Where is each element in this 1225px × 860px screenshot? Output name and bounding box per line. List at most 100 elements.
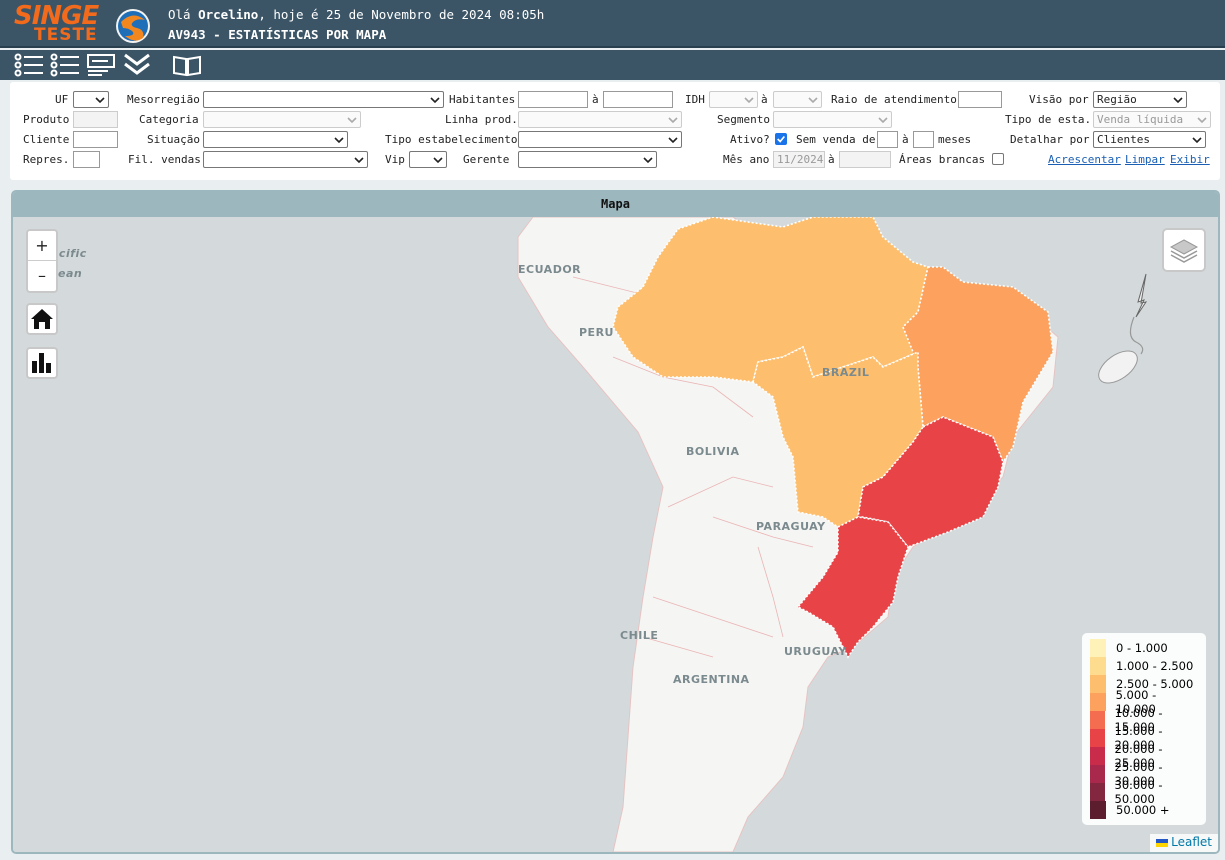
produto-label: Produto (23, 113, 70, 126)
situacao-label: Situação (147, 133, 200, 146)
checklist-icon[interactable] (50, 53, 80, 77)
zoom-out-button[interactable]: – (38, 266, 46, 285)
paraguay-label: PARAGUAY (756, 520, 826, 533)
legend-label: 15.000 - 20.000 (1114, 724, 1163, 752)
home-button[interactable] (26, 303, 58, 335)
greeting-text: Olá Orcelino, hoje é 25 de Novembro de 2… (168, 7, 544, 22)
ativo-checkbox[interactable] (775, 133, 787, 145)
areas-brancas-checkbox[interactable] (992, 153, 1004, 165)
zoom-in-button[interactable]: + (28, 231, 56, 261)
legend-label: 20.000 - 25.000 (1114, 742, 1163, 770)
mesorregiao-label: Mesorregião (127, 93, 200, 106)
produto-input[interactable] (73, 111, 118, 128)
areas-brancas-label: Áreas brancas (899, 153, 986, 166)
idh-from-select[interactable] (709, 91, 758, 108)
legend-label: 2.500 - 5.000 (1116, 677, 1194, 691)
chevron-down-icon (744, 97, 754, 104)
categoria-label: Categoria (139, 113, 199, 126)
exibir-link[interactable]: Exibir (1170, 153, 1210, 166)
habitantes-range-sep: à (592, 93, 599, 106)
mes-ano-from-input[interactable]: 11/2024 (773, 151, 825, 168)
detalhar-select[interactable]: Clientes (1093, 131, 1206, 148)
ocean-label-1: acific (51, 247, 87, 260)
cliente-input[interactable] (73, 131, 118, 148)
chile-label: CHILE (620, 629, 658, 642)
chevron-down-icon (808, 97, 818, 104)
sem-venda-range-sep: à (902, 133, 909, 146)
mes-ano-range-sep: à (828, 153, 835, 166)
user-name: Orcelino (198, 7, 259, 22)
legend-swatch (1090, 729, 1105, 747)
repres-input[interactable] (73, 151, 100, 168)
legend-row: 30.000 - 50.000 (1090, 778, 1198, 806)
visao-select[interactable]: Região (1093, 91, 1187, 108)
legend-row: 15.000 - 20.000 (1090, 724, 1198, 752)
brazil-label: BRAZIL (822, 366, 869, 379)
legend-row: 2.500 - 5.000 (1090, 675, 1198, 693)
list-icon[interactable] (14, 53, 44, 77)
meses-label: meses (938, 133, 972, 146)
tipo-esta-select[interactable]: Venda líquida (1093, 111, 1211, 128)
categoria-select[interactable] (203, 111, 361, 128)
chevron-down-icon (668, 137, 678, 144)
peru-label: PERU (579, 326, 614, 339)
legend-swatch (1090, 693, 1106, 711)
mouse-hint-illustration (1098, 273, 1148, 384)
chart-button[interactable] (26, 347, 58, 379)
habitantes-label: Habitantes (449, 93, 516, 106)
fil-vendas-label: Fil. vendas (128, 153, 201, 166)
legend-swatch (1090, 711, 1105, 729)
region-sul[interactable] (796, 516, 909, 659)
fil-vendas-select[interactable] (203, 151, 368, 168)
detalhar-value: Clientes (1097, 133, 1150, 146)
app-header: SINGE TESTE Olá Orcelino, hoje é 25 de N… (0, 0, 1225, 48)
chevron-down-icon (878, 117, 888, 124)
linha-prod-select[interactable] (518, 111, 682, 128)
idh-to-select[interactable] (773, 91, 822, 108)
argentina-label: ARGENTINA (673, 673, 750, 686)
tipo-estabelecimento-select[interactable] (518, 131, 682, 148)
leaflet-attribution[interactable]: Leaflet (1150, 834, 1218, 852)
raio-label: Raio de atendimento (831, 93, 957, 106)
sem-venda-to-input[interactable] (913, 131, 934, 148)
ukraine-flag-icon (1156, 838, 1169, 847)
legend-swatch (1090, 801, 1106, 819)
legend-row: 50.000 + (1090, 801, 1198, 819)
acrescentar-link[interactable]: Acrescentar (1048, 153, 1121, 166)
tipo-esta-label: Tipo de esta. (1005, 113, 1092, 126)
double-chevron-down-icon[interactable] (122, 53, 152, 77)
visao-value: Região (1097, 93, 1137, 106)
map-panel: Mapa acific cean ECUADOR PERU BRAZIL BOL… (11, 190, 1220, 854)
uf-select[interactable] (73, 91, 109, 108)
habitantes-to-input[interactable] (603, 91, 673, 108)
globe-logo-icon (116, 9, 150, 43)
legend-row: 25.000 - 30.000 (1090, 760, 1198, 788)
limpar-link[interactable]: Limpar (1125, 153, 1165, 166)
legend-label: 10.000 - 15.000 (1114, 706, 1163, 734)
situacao-select[interactable] (203, 131, 348, 148)
zoom-control: + – (26, 229, 58, 293)
filter-panel: UF Mesorregião Habitantes à IDH à Raio d… (10, 82, 1220, 180)
chevron-down-icon (643, 157, 653, 164)
raio-input[interactable] (958, 91, 1002, 108)
singe-logo: SINGE TESTE (14, 1, 109, 45)
segmento-select[interactable] (773, 111, 892, 128)
habitantes-from-input[interactable] (518, 91, 588, 108)
mesorregiao-select[interactable] (203, 91, 444, 108)
chevron-down-icon (354, 157, 364, 164)
region-nordeste[interactable] (902, 266, 1054, 464)
legend-row: 5.000 - 10.000 (1090, 688, 1198, 716)
bar-chart-icon (32, 353, 51, 373)
region-sudeste[interactable] (857, 416, 1004, 548)
report-icon[interactable] (86, 53, 116, 77)
vip-select[interactable] (409, 151, 447, 168)
visao-label: Visão por (1029, 93, 1089, 106)
sem-venda-from-input[interactable] (877, 131, 898, 148)
book-icon[interactable] (172, 53, 202, 77)
gerente-select[interactable] (518, 151, 657, 168)
check-icon (777, 135, 785, 143)
map-canvas[interactable]: acific cean ECUADOR PERU BRAZIL BOLIVIA … (13, 217, 1218, 852)
uf-label: UF (55, 93, 69, 106)
mes-ano-to-input[interactable] (839, 151, 891, 168)
layers-button[interactable] (1162, 228, 1206, 272)
